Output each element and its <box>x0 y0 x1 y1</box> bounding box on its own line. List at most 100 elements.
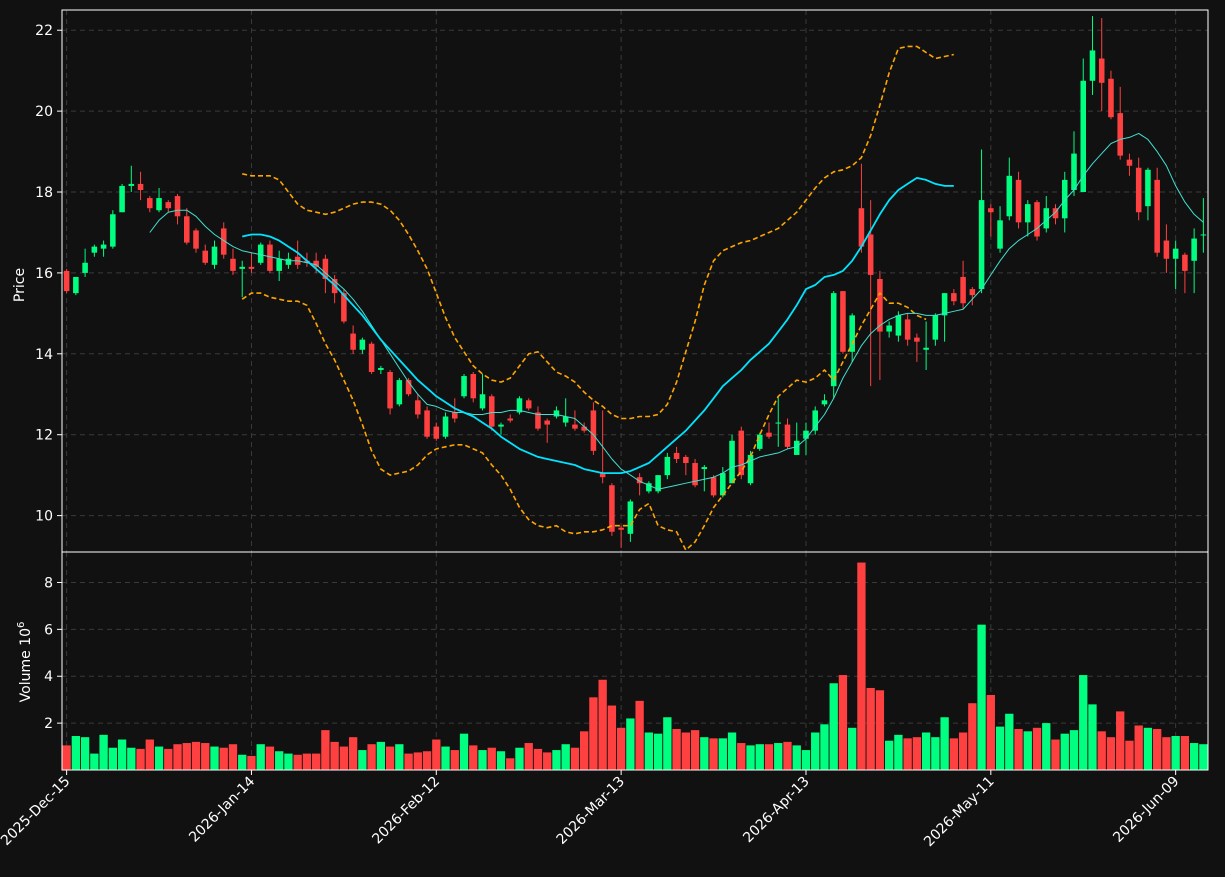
price-y-axis: 10 12 14 16 18 20 22 <box>35 23 62 525</box>
volume-bar <box>275 751 284 770</box>
candle-body <box>1006 175 1013 217</box>
volume-bar <box>173 744 182 770</box>
bollinger-lower-series <box>241 292 927 551</box>
price-axis-label: Price <box>12 268 28 302</box>
candle-body <box>941 293 948 316</box>
volume-panel-frame <box>61 551 1209 771</box>
candle-body <box>646 483 652 492</box>
volume-bar <box>478 750 487 770</box>
volume-bar <box>265 746 275 770</box>
volume-bar <box>580 731 589 770</box>
candle-body <box>156 198 162 211</box>
candle-body <box>1015 179 1022 223</box>
candle-body <box>1052 208 1059 219</box>
candle-body <box>590 410 597 451</box>
volume-bar <box>321 730 330 770</box>
volume-bar <box>1014 728 1023 770</box>
volume-bar <box>80 737 90 770</box>
candle-body <box>1043 208 1050 229</box>
volume-tick-label: 6 <box>44 622 53 638</box>
volume-bar <box>681 732 690 770</box>
volume-bar <box>210 746 219 770</box>
candle-body <box>193 230 199 249</box>
candle-body <box>562 416 569 423</box>
candle-body <box>599 473 606 478</box>
volume-bar <box>644 732 654 770</box>
volume-bar <box>459 733 469 770</box>
volume-bar <box>90 753 99 770</box>
candle-body <box>147 198 153 209</box>
volume-bar <box>339 746 349 770</box>
candle-body <box>664 456 671 476</box>
candle-body <box>415 400 421 415</box>
candle-body <box>1117 113 1123 156</box>
volume-bar <box>1032 727 1042 770</box>
candle-body <box>969 289 976 296</box>
candle-body <box>498 424 504 427</box>
volume-bar <box>764 744 774 770</box>
volume-bar <box>1180 736 1190 770</box>
volume-bar <box>635 700 644 770</box>
volume-axis-label-exponent: 6 <box>16 622 27 628</box>
bollinger-upper-line <box>242 45 954 420</box>
volume-bar <box>487 747 496 770</box>
candlestick-series <box>63 16 1207 548</box>
candle-body <box>183 216 190 243</box>
volume-bar <box>506 758 515 770</box>
volume-bar <box>709 738 718 770</box>
price-tick-label: 22 <box>35 23 53 39</box>
volume-bar <box>820 724 829 770</box>
volume-bar <box>1106 737 1116 770</box>
volume-bar <box>1171 736 1180 770</box>
volume-bar <box>616 727 626 770</box>
volume-bar <box>422 751 432 770</box>
volume-bar <box>201 743 210 770</box>
candle-body <box>378 367 384 370</box>
volume-bar <box>792 745 801 770</box>
volume-bar <box>1199 744 1208 770</box>
candle-body <box>1034 202 1040 237</box>
candle-body <box>257 244 264 263</box>
volume-bar <box>127 747 136 770</box>
candle-body <box>1071 153 1077 190</box>
volume-bar <box>191 741 201 770</box>
volume-bar <box>450 750 459 770</box>
volume-bar <box>626 718 635 770</box>
candle-body <box>1172 248 1179 259</box>
volume-bar <box>866 687 875 770</box>
volume-bar <box>1143 727 1153 770</box>
candle-body <box>840 291 846 352</box>
volume-bar <box>524 743 533 770</box>
candle-body <box>655 475 661 492</box>
volume-bar <box>293 754 302 770</box>
volume-bar <box>145 739 154 770</box>
candle-body <box>1200 234 1207 236</box>
candle-body <box>396 380 403 405</box>
candle-body <box>951 293 957 302</box>
volume-axis-label-text: Volume 10 <box>18 628 34 702</box>
volume-bar <box>718 738 727 770</box>
candle-body <box>230 258 236 271</box>
volume-bar <box>921 732 931 770</box>
candle-body <box>701 467 708 470</box>
volume-bar <box>552 750 561 770</box>
volume-bar <box>182 743 191 770</box>
price-tick-label: 20 <box>35 104 53 120</box>
candle-body <box>82 262 88 273</box>
volume-bar <box>432 739 441 770</box>
volume-bar <box>247 755 256 770</box>
price-tick-label: 12 <box>35 428 53 444</box>
volume-bar <box>1060 733 1069 770</box>
candle-body <box>211 246 218 265</box>
volume-bar <box>857 562 866 770</box>
candle-body <box>627 501 634 534</box>
moving-average-slow-line <box>242 177 954 474</box>
candle-body <box>683 456 689 464</box>
candle-body <box>775 422 782 424</box>
candle-body <box>1089 50 1096 81</box>
candle-body <box>1135 167 1142 213</box>
candle-body <box>73 276 79 294</box>
volume-bar <box>62 745 71 770</box>
